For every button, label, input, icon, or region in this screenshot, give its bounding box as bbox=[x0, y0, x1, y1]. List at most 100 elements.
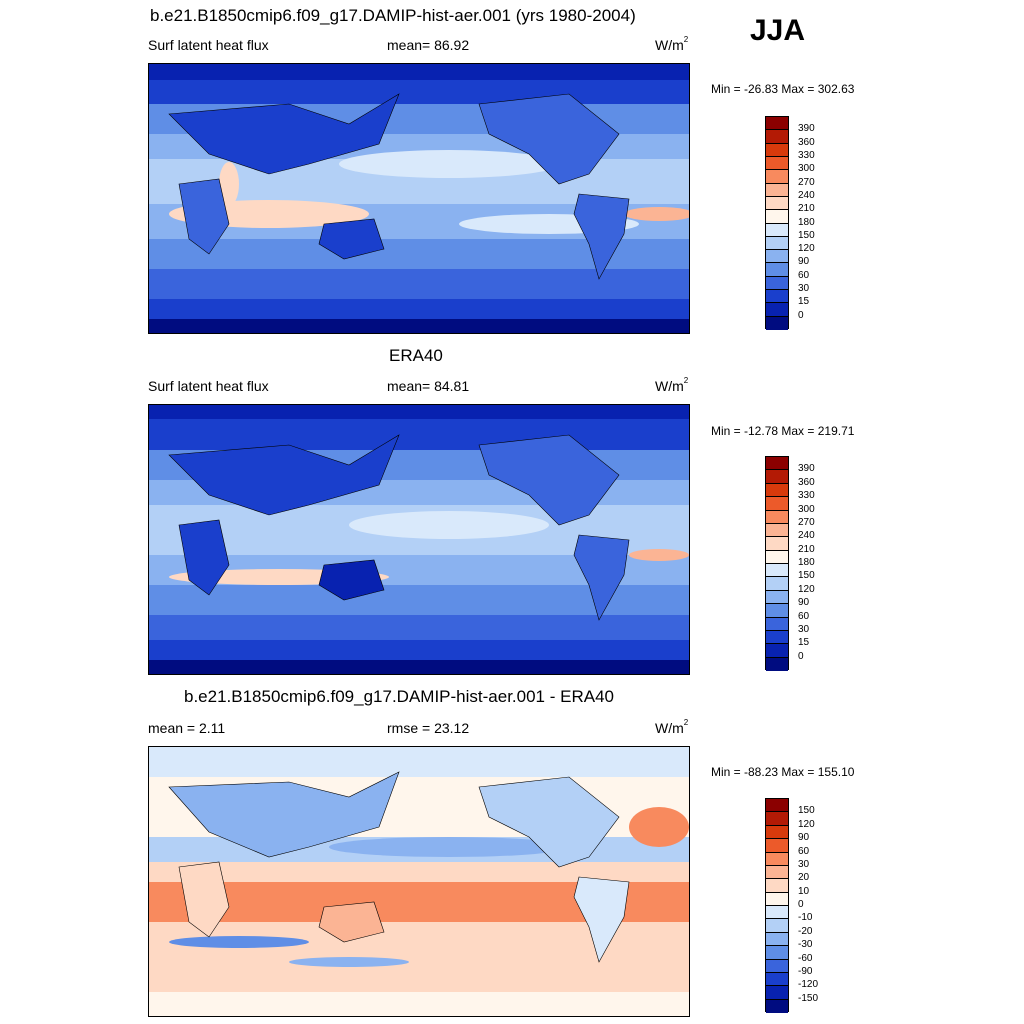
colorbar-tick-label: 210 bbox=[798, 543, 815, 555]
colorbar-segment bbox=[766, 470, 788, 484]
colorbar-segment bbox=[766, 497, 788, 511]
colorbar-segment bbox=[766, 892, 788, 906]
colorbar-segment bbox=[766, 170, 788, 184]
rmse-label-diff: rmse = 23.12 bbox=[387, 720, 470, 736]
colorbar-tick-label: 240 bbox=[798, 189, 815, 201]
colorbar-obs bbox=[765, 456, 789, 671]
colorbar-segment bbox=[766, 117, 788, 131]
colorbar-tick-label: 150 bbox=[798, 805, 815, 817]
colorbar-segment bbox=[766, 156, 788, 171]
colorbar-tick-label: 15 bbox=[798, 637, 810, 649]
colorbar-tick-label: 390 bbox=[798, 463, 815, 475]
colorbar-tick-label: 30 bbox=[798, 283, 810, 295]
colorbar-segment bbox=[766, 879, 788, 893]
colorbar-tick-label: 180 bbox=[798, 216, 815, 228]
unit-label-model: W/m2 bbox=[655, 35, 689, 53]
colorbar-segment bbox=[766, 932, 788, 947]
panel-title-model: b.e21.B1850cmip6.f09_g17.DAMIP-hist-aer.… bbox=[150, 6, 636, 25]
colorbar-tick-label: 30 bbox=[798, 858, 810, 870]
colorbar-tick-label: 90 bbox=[798, 256, 810, 268]
colorbar-tick-label: -150 bbox=[798, 992, 819, 1004]
colorbar-tick-label: 20 bbox=[798, 872, 810, 884]
colorbar-segment bbox=[766, 812, 788, 826]
colorbar-segment bbox=[766, 986, 788, 1000]
colorbar-tick-label: 300 bbox=[798, 163, 815, 175]
colorbar-tick-label: 240 bbox=[798, 530, 815, 542]
colorbar-segment bbox=[766, 959, 788, 973]
colorbar-tick-label: 120 bbox=[798, 243, 815, 255]
colorbar-tick-label: 360 bbox=[798, 476, 815, 488]
mean-label-model: mean= 86.92 bbox=[387, 37, 470, 53]
colorbar-segment bbox=[766, 523, 788, 538]
colorbar-tick-label: 330 bbox=[798, 490, 815, 502]
colorbar-tick-label: 150 bbox=[798, 570, 815, 582]
colorbar-segment bbox=[766, 919, 788, 933]
colorbar-segment bbox=[766, 825, 788, 840]
colorbar-tick-label: 120 bbox=[798, 583, 815, 595]
colorbar-segment bbox=[766, 303, 788, 317]
map-diff-field bbox=[149, 747, 689, 1016]
colorbar-tick-label: 0 bbox=[798, 899, 804, 910]
colorbar-tick-label: 15 bbox=[798, 296, 810, 308]
colorbar-tick-label: 360 bbox=[798, 136, 815, 148]
variable-label-obs: Surf latent heat flux bbox=[148, 378, 269, 394]
colorbar-segment bbox=[766, 946, 788, 960]
colorbar-tick-label: 90 bbox=[798, 832, 810, 844]
colorbar-segment bbox=[766, 537, 788, 551]
colorbar-diff bbox=[765, 798, 789, 1013]
colorbar-segment bbox=[766, 906, 788, 920]
colorbar-tick-label: -120 bbox=[798, 979, 819, 991]
colorbar-tick-label: 120 bbox=[798, 818, 815, 830]
colorbar-segment bbox=[766, 564, 788, 578]
colorbar-tick-label: 60 bbox=[798, 610, 810, 622]
colorbar-segment bbox=[766, 510, 788, 524]
mean-label-obs: mean= 84.81 bbox=[387, 378, 470, 394]
colorbar-tick-label: 60 bbox=[798, 845, 810, 857]
colorbar-tick-label: 180 bbox=[798, 557, 815, 568]
colorbar-tick-label: 210 bbox=[798, 203, 815, 215]
map-model-field bbox=[149, 64, 689, 333]
unit-label-diff: W/m2 bbox=[655, 718, 689, 736]
colorbar-segment bbox=[766, 604, 788, 618]
minmax-label-diff: Min = -88.23 Max = 155.10 bbox=[711, 765, 855, 779]
colorbar-tick-label: 0 bbox=[798, 650, 804, 662]
colorbar-tick-label: 0 bbox=[798, 309, 804, 321]
colorbar-segment bbox=[766, 223, 788, 237]
colorbar-segment bbox=[766, 657, 788, 671]
map-obs-field bbox=[149, 405, 689, 674]
colorbar-segment bbox=[766, 630, 788, 645]
variable-label-model: Surf latent heat flux bbox=[148, 37, 269, 53]
colorbar-segment bbox=[766, 183, 788, 197]
colorbar-tick-label: -90 bbox=[798, 965, 813, 977]
colorbar-tick-label: 60 bbox=[798, 269, 810, 281]
colorbar-segment bbox=[766, 316, 788, 330]
colorbar-tick-label: 270 bbox=[798, 176, 815, 188]
colorbar-tick-label: 150 bbox=[798, 229, 815, 241]
colorbar-tick-label: 330 bbox=[798, 149, 815, 161]
colorbar-segment bbox=[766, 852, 788, 866]
panel-title-diff: b.e21.B1850cmip6.f09_g17.DAMIP-hist-aer.… bbox=[184, 687, 614, 706]
map-diff bbox=[148, 746, 690, 1017]
colorbar-segment bbox=[766, 483, 788, 498]
colorbar-segment bbox=[766, 263, 788, 277]
colorbar-tick-label: 90 bbox=[798, 597, 810, 609]
colorbar-segment bbox=[766, 617, 788, 631]
minmax-label-model: Min = -26.83 Max = 302.63 bbox=[711, 82, 855, 96]
colorbar-tick-label: 390 bbox=[798, 123, 815, 135]
colorbar-segment bbox=[766, 143, 788, 157]
colorbar-segment bbox=[766, 276, 788, 291]
colorbar-segment bbox=[766, 865, 788, 880]
colorbar-tick-label: -30 bbox=[798, 939, 813, 951]
colorbar-segment bbox=[766, 577, 788, 591]
colorbar-segment bbox=[766, 839, 788, 853]
minmax-label-obs: Min = -12.78 Max = 219.71 bbox=[711, 424, 855, 438]
colorbar-tick-label: -20 bbox=[798, 925, 813, 937]
colorbar-segment bbox=[766, 290, 788, 304]
colorbar-segment bbox=[766, 972, 788, 987]
colorbar-tick-label: -60 bbox=[798, 952, 813, 964]
season-label: JJA bbox=[750, 14, 806, 47]
colorbar-tick-label: -10 bbox=[798, 912, 813, 924]
colorbar-segment bbox=[766, 644, 788, 658]
colorbar-segment bbox=[766, 999, 788, 1013]
colorbar-segment bbox=[766, 236, 788, 251]
